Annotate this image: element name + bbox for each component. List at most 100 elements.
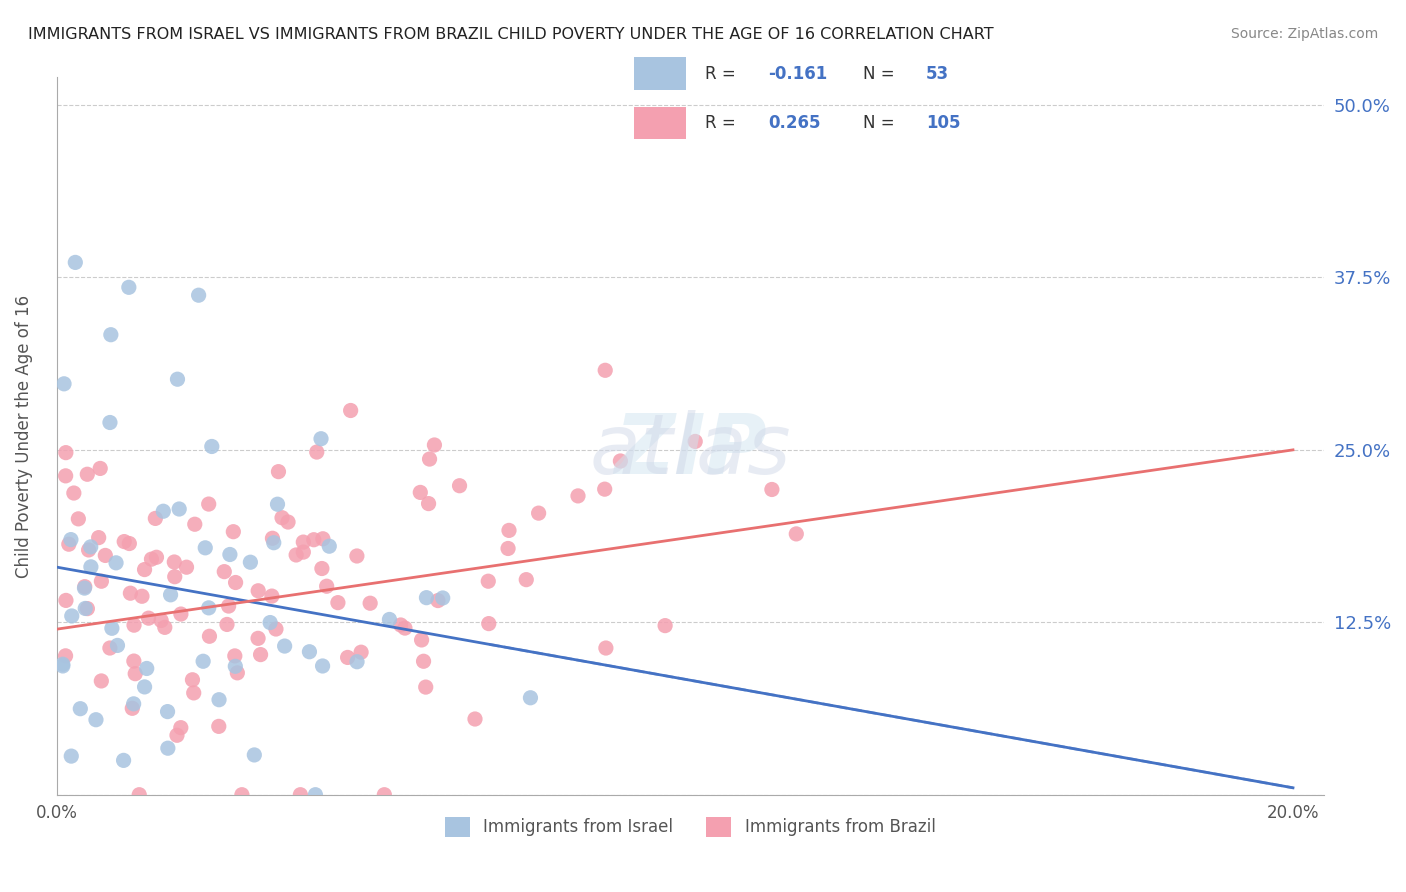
Point (318, 539, 340, 553)
Point (225, 575, 247, 590)
Point (55, 468, 77, 483)
Point (496, 541, 519, 556)
Point (326, 596, 349, 610)
Point (101, 621, 124, 635)
Point (498, 524, 520, 538)
Point (215, 617, 238, 632)
Point (266, 497, 288, 511)
Point (208, 719, 231, 733)
Point (170, 607, 193, 621)
Point (89, 461, 111, 475)
Point (159, 588, 181, 602)
Point (243, 747, 266, 762)
Point (112, 753, 135, 767)
Text: IMMIGRANTS FROM ISRAEL VS IMMIGRANTS FROM BRAZIL CHILD POVERTY UNDER THE AGE OF : IMMIGRANTS FROM ISRAEL VS IMMIGRANTS FRO… (28, 27, 994, 42)
Point (389, 618, 412, 632)
Point (527, 506, 550, 520)
Y-axis label: Child Poverty Under the Age of 16: Child Poverty Under the Age of 16 (15, 294, 32, 578)
Point (80, 540, 103, 554)
Point (224, 659, 246, 673)
Point (315, 579, 337, 593)
Point (218, 599, 240, 613)
Point (55, 648, 77, 663)
Point (145, 550, 167, 565)
Point (394, 621, 416, 635)
Point (77, 543, 100, 558)
Point (194, 541, 217, 555)
Point (264, 622, 287, 636)
Point (65, 255, 87, 269)
Point (302, 533, 325, 547)
Point (100, 327, 122, 342)
Point (55, 445, 77, 459)
Point (262, 531, 284, 545)
Point (292, 535, 315, 549)
Point (683, 434, 706, 449)
Point (59, 533, 82, 547)
Point (449, 479, 471, 493)
Point (124, 666, 146, 681)
Point (73, 580, 96, 594)
Text: Source: ZipAtlas.com: Source: ZipAtlas.com (1230, 27, 1378, 41)
FancyBboxPatch shape (634, 57, 686, 89)
Point (118, 536, 141, 550)
Point (75, 601, 97, 615)
Point (76, 467, 98, 482)
Point (785, 527, 807, 541)
Point (222, 524, 245, 539)
Point (260, 589, 283, 603)
Point (478, 616, 501, 631)
Point (122, 697, 145, 711)
Point (411, 632, 433, 647)
Point (152, 504, 174, 518)
Point (118, 280, 141, 294)
Point (90, 673, 112, 688)
Point (231, 788, 253, 802)
Point (55, 593, 77, 607)
Point (63, 486, 86, 500)
Point (309, 432, 332, 446)
Point (131, 589, 153, 603)
Point (183, 686, 205, 700)
Point (143, 511, 166, 525)
Point (339, 403, 361, 417)
Point (419, 452, 441, 467)
Point (247, 632, 270, 646)
Text: N =: N = (863, 64, 900, 82)
Point (311, 659, 333, 673)
Point (219, 548, 242, 562)
Point (359, 596, 381, 610)
Point (98, 640, 121, 655)
Point (181, 673, 204, 687)
Point (141, 552, 163, 566)
Point (609, 454, 631, 468)
Point (166, 728, 188, 742)
Point (135, 661, 157, 675)
Text: 53: 53 (925, 64, 949, 82)
Point (595, 640, 617, 655)
Text: ZIP: ZIP (614, 410, 766, 491)
Point (107, 639, 129, 653)
Point (654, 618, 676, 632)
Text: -0.161: -0.161 (768, 64, 828, 82)
Point (304, 788, 326, 802)
Point (69, 702, 91, 716)
Point (166, 372, 188, 386)
Point (208, 692, 231, 706)
Point (153, 620, 176, 634)
FancyBboxPatch shape (634, 107, 686, 139)
Point (156, 741, 179, 756)
Point (138, 611, 160, 625)
Point (378, 612, 401, 626)
Point (105, 556, 128, 570)
Point (134, 563, 156, 577)
Point (122, 618, 145, 632)
Point (122, 654, 145, 668)
Point (285, 548, 308, 562)
Point (290, 788, 312, 802)
Point (239, 555, 262, 569)
Point (418, 497, 440, 511)
Point (312, 532, 335, 546)
Point (76, 601, 98, 615)
Point (163, 570, 186, 584)
